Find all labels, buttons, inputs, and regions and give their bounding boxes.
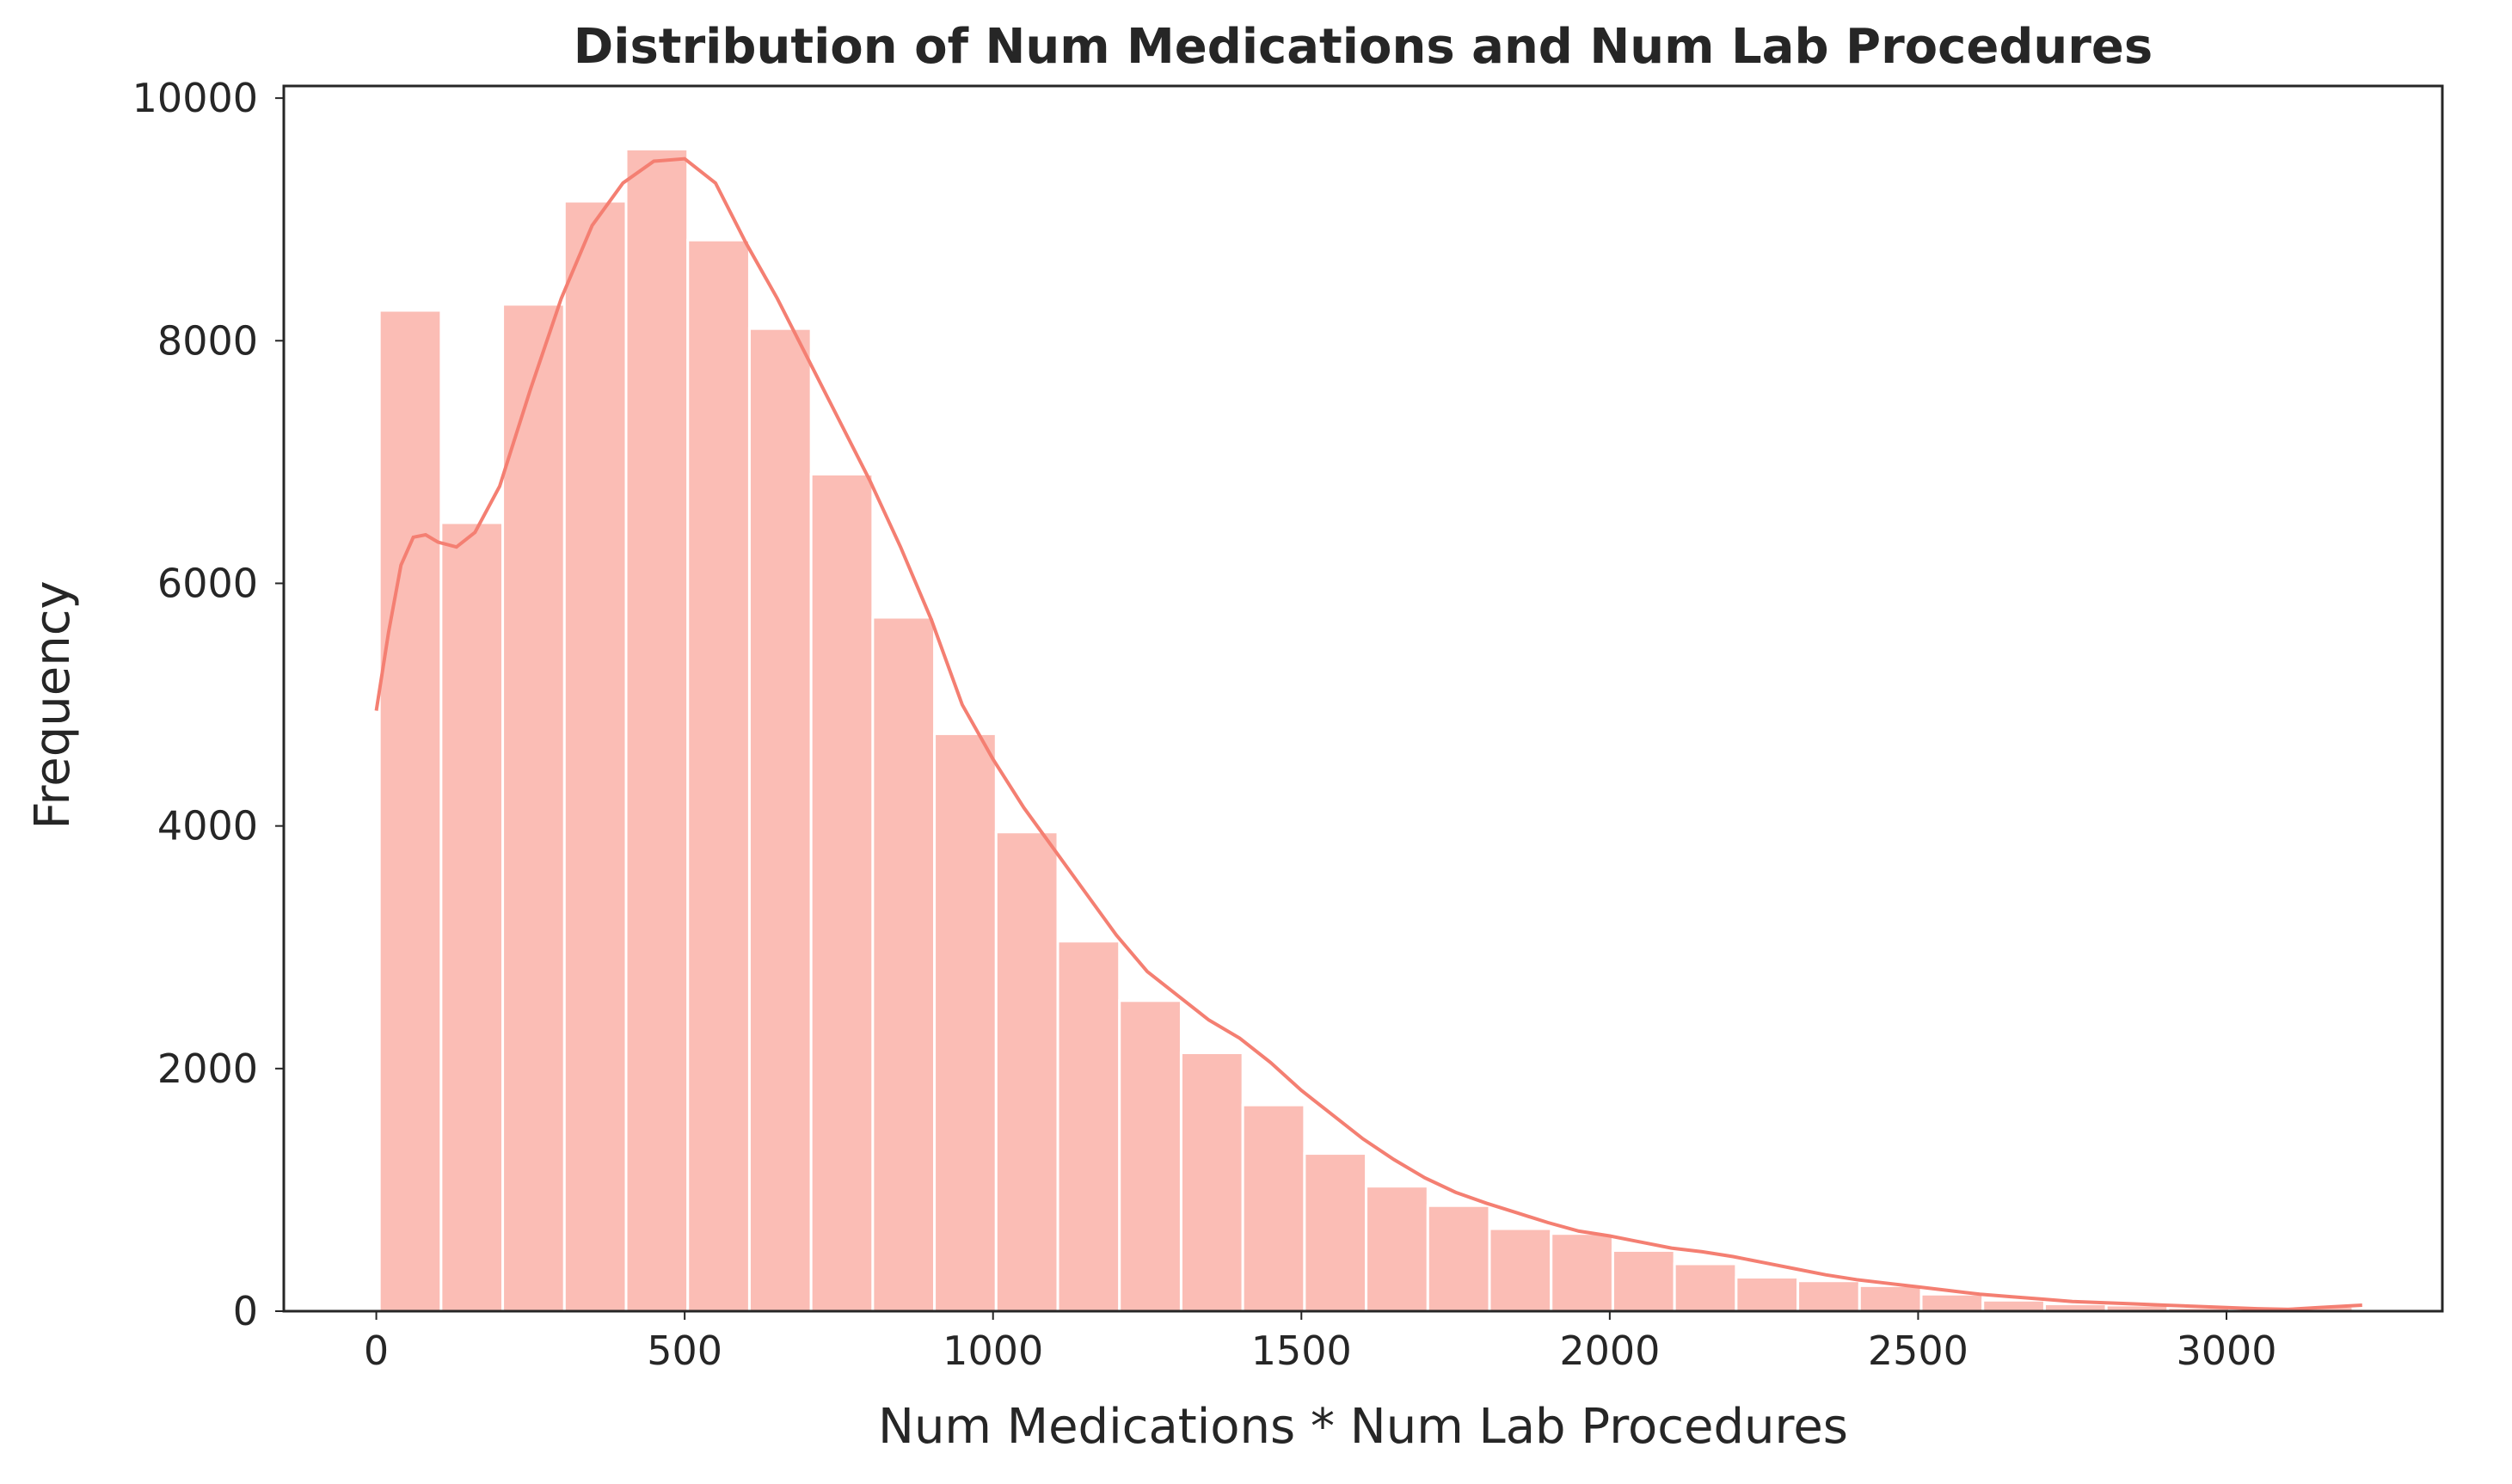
chart-title: Distribution of Num Medications and Num … [574, 19, 2153, 75]
y-tick-label: 6000 [157, 560, 258, 606]
histogram-bar [624, 147, 690, 1313]
x-axis-label: Num Medications * Num Lab Procedures [878, 1399, 1848, 1455]
x-tick-label: 1000 [943, 1328, 1043, 1374]
histogram-bar [439, 521, 505, 1313]
histogram-bar [1118, 999, 1182, 1313]
x-tick-label: 500 [647, 1328, 722, 1374]
histogram-bar [1426, 1204, 1491, 1313]
histogram-bar [871, 616, 937, 1313]
histogram-bar [1611, 1248, 1676, 1313]
histogram-bar [933, 732, 998, 1313]
histogram-bar [1735, 1275, 1800, 1313]
y-axis-ticks: 0 2000 4000 6000 8000 10000 [132, 75, 284, 1334]
y-tick-label: 2000 [157, 1046, 258, 1092]
histogram-bar [1179, 1051, 1244, 1313]
x-tick-label: 2000 [1559, 1328, 1660, 1374]
x-axis-ticks: 0 500 1000 1500 2000 2500 3000 [364, 1311, 2277, 1374]
y-tick-label: 4000 [157, 803, 258, 849]
histogram-bar [1550, 1232, 1614, 1313]
histogram-bar [378, 309, 443, 1313]
x-tick-label: 2500 [1868, 1328, 1968, 1374]
bars-layer [378, 147, 2355, 1313]
plot-frame [282, 84, 2444, 1313]
histogram-bar [747, 327, 813, 1313]
histogram-bar [1858, 1284, 1923, 1313]
histogram-bar [1241, 1103, 1306, 1313]
histogram-bar [562, 199, 628, 1313]
histogram-bar [994, 831, 1059, 1313]
histogram-bar [686, 238, 751, 1313]
x-tick-label: 0 [364, 1328, 389, 1374]
y-axis-label: Frequency [25, 580, 81, 829]
histogram-bar [501, 303, 566, 1313]
x-tick-label: 3000 [2176, 1328, 2276, 1374]
histogram-bar [1919, 1292, 1985, 1313]
histogram-bar [1673, 1262, 1738, 1313]
histogram-bar [1981, 1298, 2046, 1313]
histogram-bar [1056, 940, 1121, 1313]
y-tick-label: 8000 [157, 317, 258, 364]
histogram-bar [1365, 1185, 1429, 1313]
histogram-bar [1488, 1227, 1553, 1313]
histogram-bar [1303, 1152, 1368, 1313]
x-tick-label: 1500 [1251, 1328, 1352, 1374]
y-tick-label: 0 [233, 1288, 258, 1334]
kde-curve [374, 156, 2362, 1311]
histogram-bar [1796, 1279, 1861, 1313]
y-tick-label: 10000 [132, 75, 258, 121]
histogram-bar [809, 472, 875, 1313]
